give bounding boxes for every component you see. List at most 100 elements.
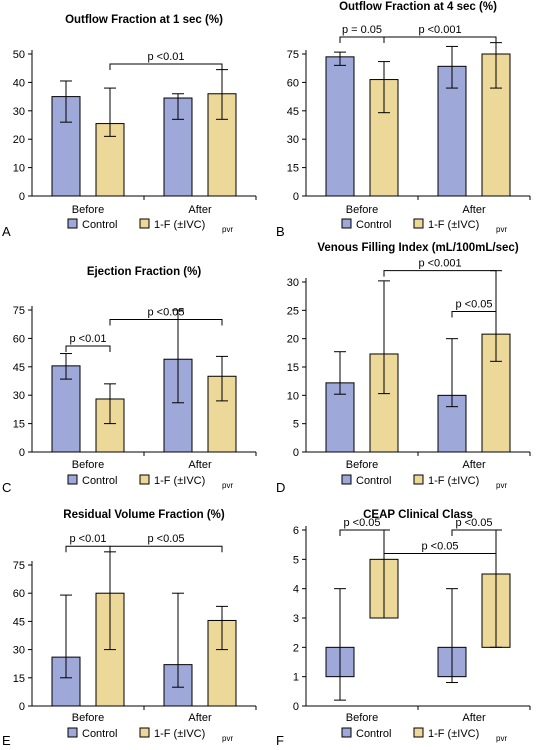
x-category-label: Before <box>72 204 104 216</box>
significance-bracket <box>383 270 497 277</box>
y-tick-label: 20 <box>287 334 299 346</box>
significance-label: p <0.05 <box>455 298 492 310</box>
y-tick-label: 45 <box>287 106 299 118</box>
panel-b: Outflow Fraction at 4 sec (%) 0 15 30 45 60 75… <box>276 1 531 239</box>
panel-c: Ejection Fraction (%) 0 15 30 45 60 75 Before Af… <box>2 266 257 495</box>
y-tick-label: 6 <box>293 525 299 537</box>
y-tick-label: 1 <box>293 672 299 684</box>
significance-bracket <box>383 36 497 43</box>
chart-title: Ejection Fraction (%) <box>87 266 202 278</box>
x-category-label: Before <box>72 712 104 724</box>
panel-letter: F <box>276 733 284 748</box>
panel-d: Venous Filling Index (mL/100mL/sec) 0 5 10 1… <box>276 242 531 495</box>
x-category-label: Before <box>346 204 378 216</box>
significance-bracket <box>383 552 497 560</box>
significance-label: p <0.001 <box>418 24 461 36</box>
y-tick-label: 3 <box>293 613 299 625</box>
panel-letter: D <box>276 480 285 495</box>
y-tick-label: 30 <box>13 106 25 118</box>
legend-swatch-treatment <box>413 474 424 485</box>
significance-label: p <0.05 <box>343 517 380 529</box>
x-category-label: After <box>462 459 486 471</box>
legend-label-treatment: 1-F (±IVC) <box>428 728 479 740</box>
panel-letter: E <box>2 733 11 748</box>
legend-label-treatment: 1-F (±IVC) <box>154 728 205 740</box>
x-category-label: Before <box>346 712 378 724</box>
y-tick-label: 50 <box>13 49 25 61</box>
y-tick-label: 15 <box>287 362 299 374</box>
y-tick-label: 20 <box>13 134 25 146</box>
legend-label-control: Control <box>82 475 117 487</box>
panel-letter: B <box>276 224 285 239</box>
y-tick-label: 15 <box>287 163 299 175</box>
bar-control-after <box>163 97 193 197</box>
significance-bracket <box>65 545 111 553</box>
significance-label: p <0.001 <box>418 258 461 270</box>
legend-swatch-treatment <box>413 727 424 738</box>
chart-title: Venous Filling Index (mL/100mL/sec) <box>317 242 518 254</box>
significance-bracket <box>339 529 385 536</box>
significance-label: p <0.05 <box>147 533 184 545</box>
significance-bracket <box>109 545 223 553</box>
bar-control-before <box>51 365 81 453</box>
significance-label: p <0.01 <box>147 51 184 63</box>
legend-swatch-control <box>341 727 352 738</box>
panel-a: Outflow Fraction at 1 sec (%) 0 10 20 30 40 50… <box>2 14 257 239</box>
panel-e: Residual Volume Fraction (%) 0 15 30 45 60 75 B… <box>2 509 257 748</box>
legend-label-control: Control <box>82 728 117 740</box>
significance-bracket <box>339 36 385 43</box>
legend-swatch-control <box>67 727 78 738</box>
y-tick-label: 25 <box>287 305 299 317</box>
legend-swatch-control <box>341 474 352 485</box>
legend-label-treatment-subscript: pvr <box>496 734 507 743</box>
legend-swatch-treatment <box>139 474 150 485</box>
y-tick-label: 45 <box>13 362 25 374</box>
y-tick-label: 45 <box>13 616 25 628</box>
y-tick-label: 2 <box>293 642 299 654</box>
y-tick-label: 40 <box>13 77 25 89</box>
legend-label-treatment: 1-F (±IVC) <box>428 475 479 487</box>
y-tick-label: 0 <box>19 191 25 203</box>
y-tick-label: 5 <box>293 419 299 431</box>
significance-label: p <0.01 <box>69 533 106 545</box>
y-tick-label: 15 <box>13 673 25 685</box>
y-tick-label: 10 <box>13 163 25 175</box>
legend-label-control: Control <box>356 475 391 487</box>
y-tick-label: 30 <box>13 645 25 657</box>
x-category-label: After <box>188 712 212 724</box>
significance-label: p <0.05 <box>147 306 184 318</box>
significance-bracket <box>109 318 223 326</box>
chart-title: Residual Volume Fraction (%) <box>63 509 225 521</box>
significance-bracket <box>109 63 223 70</box>
y-tick-label: 0 <box>293 191 299 203</box>
significance-bracket <box>65 345 111 352</box>
y-tick-label: 0 <box>293 447 299 459</box>
legend-swatch-treatment <box>139 727 150 738</box>
panel-f: CEAP Clinical Class 0 1 2 3 4 5 6 Before After p <… <box>276 509 531 748</box>
panel-letter: A <box>2 224 11 239</box>
y-tick-label: 15 <box>13 419 25 431</box>
legend-label-treatment-subscript: pvr <box>222 734 233 743</box>
legend-label-treatment-subscript: pvr <box>496 225 507 234</box>
chart-title: Outflow Fraction at 4 sec (%) <box>339 1 497 13</box>
legend-label-treatment: 1-F (±IVC) <box>154 219 205 231</box>
legend-label-treatment: 1-F (±IVC) <box>154 475 205 487</box>
bar-control-before <box>325 56 355 197</box>
y-tick-label: 30 <box>287 277 299 289</box>
x-category-label: After <box>188 204 212 216</box>
legend-label-control: Control <box>356 219 391 231</box>
significance-bracket <box>451 310 497 318</box>
legend-label-control: Control <box>356 728 391 740</box>
legend-label-control: Control <box>82 219 117 231</box>
y-tick-label: 60 <box>13 588 25 600</box>
y-tick-label: 75 <box>13 305 25 317</box>
x-category-label: After <box>462 204 486 216</box>
y-tick-label: 4 <box>293 584 299 596</box>
chart-title: Outflow Fraction at 1 sec (%) <box>65 14 223 26</box>
panel-letter: C <box>2 480 11 495</box>
significance-label: p = 0.05 <box>342 24 382 36</box>
y-tick-label: 10 <box>287 390 299 402</box>
legend-swatch-treatment <box>413 218 424 229</box>
y-tick-label: 30 <box>13 390 25 402</box>
y-tick-label: 0 <box>19 701 25 713</box>
